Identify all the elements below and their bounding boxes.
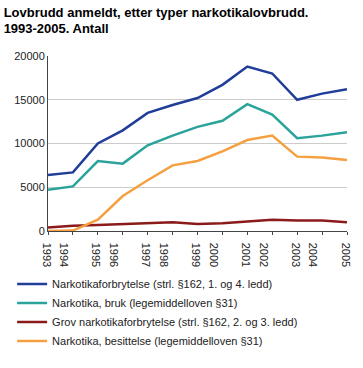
svg-text:0: 0 — [39, 225, 45, 237]
svg-text:2004: 2004 — [307, 243, 319, 267]
svg-text:1994: 1994 — [58, 243, 70, 267]
svg-text:2003: 2003 — [290, 243, 302, 267]
svg-text:1999: 1999 — [190, 243, 202, 267]
svg-text:20000: 20000 — [14, 50, 45, 62]
svg-text:Narkotika, bruk (legemiddellov: Narkotika, bruk (legemiddelloven §31) — [52, 297, 237, 309]
svg-text:Narkotika, besittelse (legemid: Narkotika, besittelse (legemiddelloven §… — [52, 335, 262, 347]
svg-text:1998: 1998 — [158, 243, 170, 267]
svg-text:2001: 2001 — [240, 243, 252, 267]
svg-text:1995: 1995 — [90, 243, 102, 267]
svg-text:1993: 1993 — [41, 243, 53, 267]
svg-text:Grov narkotikaforbrytelse (str: Grov narkotikaforbrytelse (strl. §162, 2… — [52, 316, 297, 328]
svg-text:2000: 2000 — [208, 243, 220, 267]
svg-text:1996: 1996 — [108, 243, 120, 267]
svg-text:Lovbrudd anmeldt, etter typer: Lovbrudd anmeldt, etter typer narkotikal… — [4, 5, 309, 37]
svg-text:1997: 1997 — [140, 243, 152, 267]
svg-text:10000: 10000 — [14, 137, 45, 149]
svg-text:5000: 5000 — [20, 181, 44, 193]
svg-text:15000: 15000 — [14, 94, 45, 106]
svg-text:Narkotikaforbrytelse (strl. §1: Narkotikaforbrytelse (strl. §162, 1. og … — [52, 278, 272, 290]
svg-text:2005: 2005 — [340, 243, 352, 267]
svg-text:2002: 2002 — [258, 243, 270, 267]
